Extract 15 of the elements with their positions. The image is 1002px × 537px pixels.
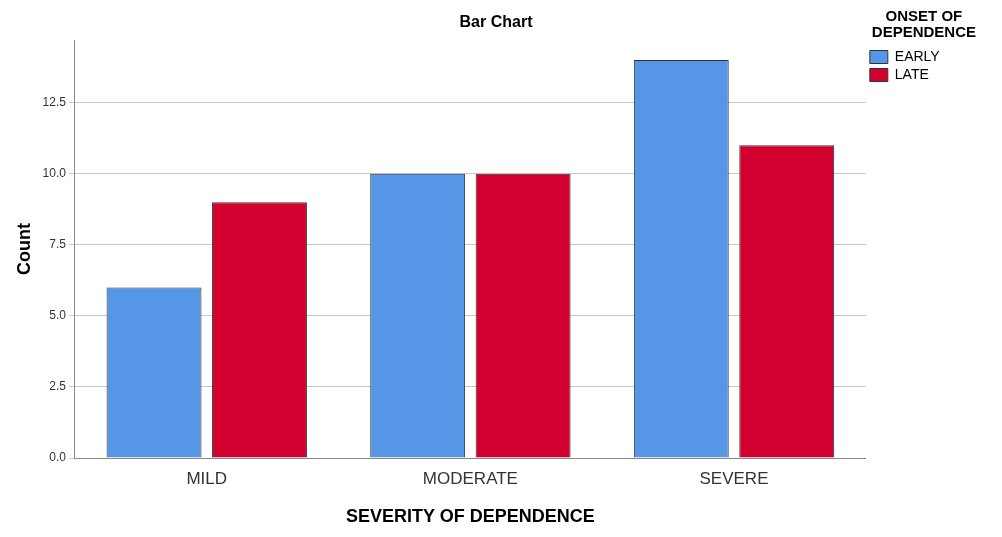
x-tick-label: SEVERE bbox=[699, 468, 769, 488]
y-tick-label: 2.5 bbox=[49, 379, 67, 394]
y-tick-label: 0.0 bbox=[49, 450, 67, 465]
legend-label: EARLY bbox=[894, 47, 941, 64]
x-tick-label: MILD bbox=[186, 468, 228, 488]
y-tick-label: 5.0 bbox=[49, 308, 67, 323]
x-tick-label: MODERATE bbox=[422, 468, 518, 488]
y-tick-label: 10.0 bbox=[42, 166, 67, 181]
y-tick-label: 7.5 bbox=[49, 237, 67, 252]
y-axis-title: Count bbox=[13, 223, 34, 276]
legend-label: LATE bbox=[894, 65, 929, 82]
y-tick-label: 12.5 bbox=[42, 95, 67, 110]
legend-title: ONSET OF DEPENDENCE bbox=[871, 6, 976, 41]
x-axis-title: SEVERITY OF DEPENDENCE bbox=[346, 506, 595, 527]
chart-title: Bar Chart bbox=[459, 13, 534, 31]
